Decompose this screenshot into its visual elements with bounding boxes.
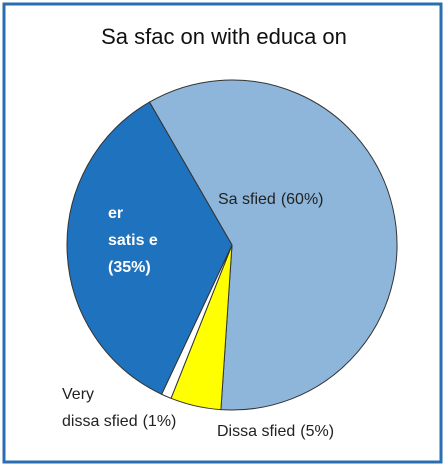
slice-label: Sa sfied (218, 191, 276, 208)
label-line: Very (62, 386, 94, 403)
pie-slice (66, 101, 233, 395)
label-line: er (108, 205, 123, 222)
value-label: (1%) (143, 413, 177, 430)
chart-title: Sa sfac on with educa on (101, 24, 347, 49)
pie (66, 79, 398, 411)
label-line: dissa sfied (62, 413, 138, 430)
slice-label: Very dissa sfied (62, 386, 138, 430)
value-label: (5%) (300, 423, 334, 440)
pie-slice (148, 79, 398, 411)
labels: Sa sfied (60%) Dissa sfied (5%) Very dissa sf… (62, 191, 334, 440)
value-label: (60%) (281, 191, 324, 208)
slice-label: er satis e (108, 205, 158, 249)
value-label: (35%) (108, 259, 151, 276)
label-line: satis e (108, 232, 158, 249)
slice-label: Dissa sfied (217, 423, 295, 440)
